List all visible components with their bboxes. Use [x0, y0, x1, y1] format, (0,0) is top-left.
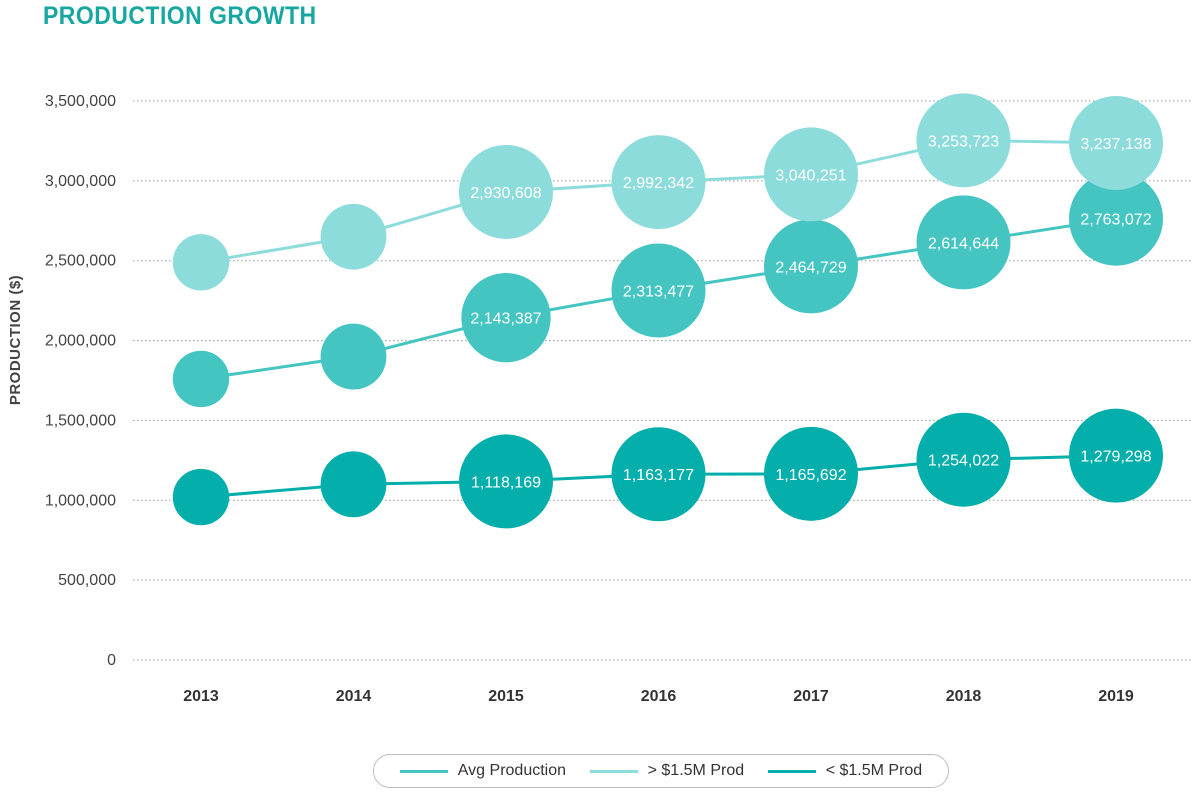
y-tick-label: 2,500,000 — [45, 253, 116, 270]
x-tick-label: 2017 — [793, 688, 829, 705]
data-bubble[interactable] — [459, 434, 553, 529]
data-bubble[interactable] — [764, 219, 858, 314]
x-tick-label: 2016 — [641, 688, 677, 705]
y-tick-label: 3,000,000 — [45, 173, 116, 190]
data-label: 3,237,138 — [1080, 136, 1151, 153]
y-tick-label: 2,000,000 — [45, 333, 116, 350]
data-label: 1,118,169 — [471, 474, 541, 491]
y-tick-label: 0 — [107, 652, 116, 669]
data-bubble[interactable] — [320, 203, 387, 270]
legend-label: > $1.5M Prod — [647, 762, 745, 779]
data-bubble[interactable] — [916, 412, 1011, 507]
data-bubble[interactable] — [764, 426, 858, 521]
x-tick-label: 2015 — [488, 688, 524, 705]
production-growth-chart: 0 500,000 1,000,000 1,500,000 2,000,000 2,500… — [7, 93, 1192, 705]
data-label: 2,763,072 — [1080, 212, 1151, 229]
legend-swatch-avg-production — [399, 769, 448, 773]
y-axis-ticks: 0 500,000 1,000,000 1,500,000 2,000,000 2,500… — [45, 93, 116, 669]
legend-item-below-1-5m[interactable]: < $1.5M Prod — [767, 762, 923, 780]
data-label: 3,253,723 — [928, 133, 999, 150]
legend-item-above-1-5m[interactable]: > $1.5M Prod — [589, 762, 745, 780]
series-bubbles: 2,143,387 2,313,477 2,464,729 2,614,644 2,76… — [172, 93, 1163, 529]
data-label: 2,614,644 — [928, 235, 999, 252]
y-axis-label: PRODUCTION ($) — [7, 275, 24, 405]
data-label: 1,165,692 — [775, 467, 846, 484]
x-tick-label: 2018 — [946, 688, 982, 705]
x-tick-label: 2013 — [183, 688, 219, 705]
data-bubble[interactable] — [320, 323, 387, 390]
data-bubble[interactable] — [172, 350, 230, 408]
data-bubble[interactable] — [1069, 171, 1163, 266]
data-bubble[interactable] — [916, 195, 1011, 290]
data-bubble[interactable] — [611, 243, 706, 338]
data-label: 1,254,022 — [928, 453, 999, 470]
data-bubble[interactable] — [916, 93, 1011, 188]
data-label: 2,992,342 — [623, 175, 694, 192]
gridlines — [133, 100, 1192, 661]
legend-label: Avg Production — [457, 762, 567, 779]
data-label: 1,279,298 — [1080, 449, 1151, 466]
legend-item-avg-production[interactable]: Avg Production — [399, 762, 567, 780]
data-label: 2,930,608 — [470, 185, 541, 202]
legend-swatch-below-1-5m — [767, 769, 816, 773]
y-tick-label: 3,500,000 — [45, 93, 116, 110]
data-label: 3,040,251 — [775, 167, 846, 184]
legend-swatch-above-1-5m — [589, 769, 638, 773]
data-label: 2,313,477 — [623, 284, 694, 301]
data-label: 1,163,177 — [623, 467, 694, 484]
data-bubble[interactable] — [461, 273, 551, 363]
y-tick-label: 1,500,000 — [45, 412, 116, 429]
legend-label: < $1.5M Prod — [825, 762, 923, 779]
data-bubble[interactable] — [611, 427, 706, 522]
data-bubble[interactable] — [1069, 95, 1163, 190]
x-tick-label: 2014 — [336, 688, 372, 705]
data-bubble[interactable] — [172, 234, 230, 291]
data-bubble[interactable] — [459, 144, 553, 239]
data-bubble[interactable] — [611, 135, 706, 230]
data-bubble[interactable] — [1069, 408, 1163, 503]
x-tick-label: 2019 — [1098, 688, 1134, 705]
data-bubble[interactable] — [172, 468, 230, 526]
data-bubble[interactable] — [764, 127, 858, 222]
data-bubble[interactable] — [320, 451, 387, 518]
y-tick-label: 1,000,000 — [45, 492, 116, 509]
data-label: 2,464,729 — [775, 259, 846, 276]
x-axis-ticks: 2013 2014 2015 2016 2017 2018 2019 — [183, 688, 1134, 705]
data-label: 2,143,387 — [470, 311, 541, 328]
y-tick-label: 500,000 — [58, 572, 116, 589]
legend: Avg Production > $1.5M Prod < $1.5M Prod — [373, 754, 949, 788]
chart-title: PRODUCTION GROWTH — [43, 2, 317, 30]
